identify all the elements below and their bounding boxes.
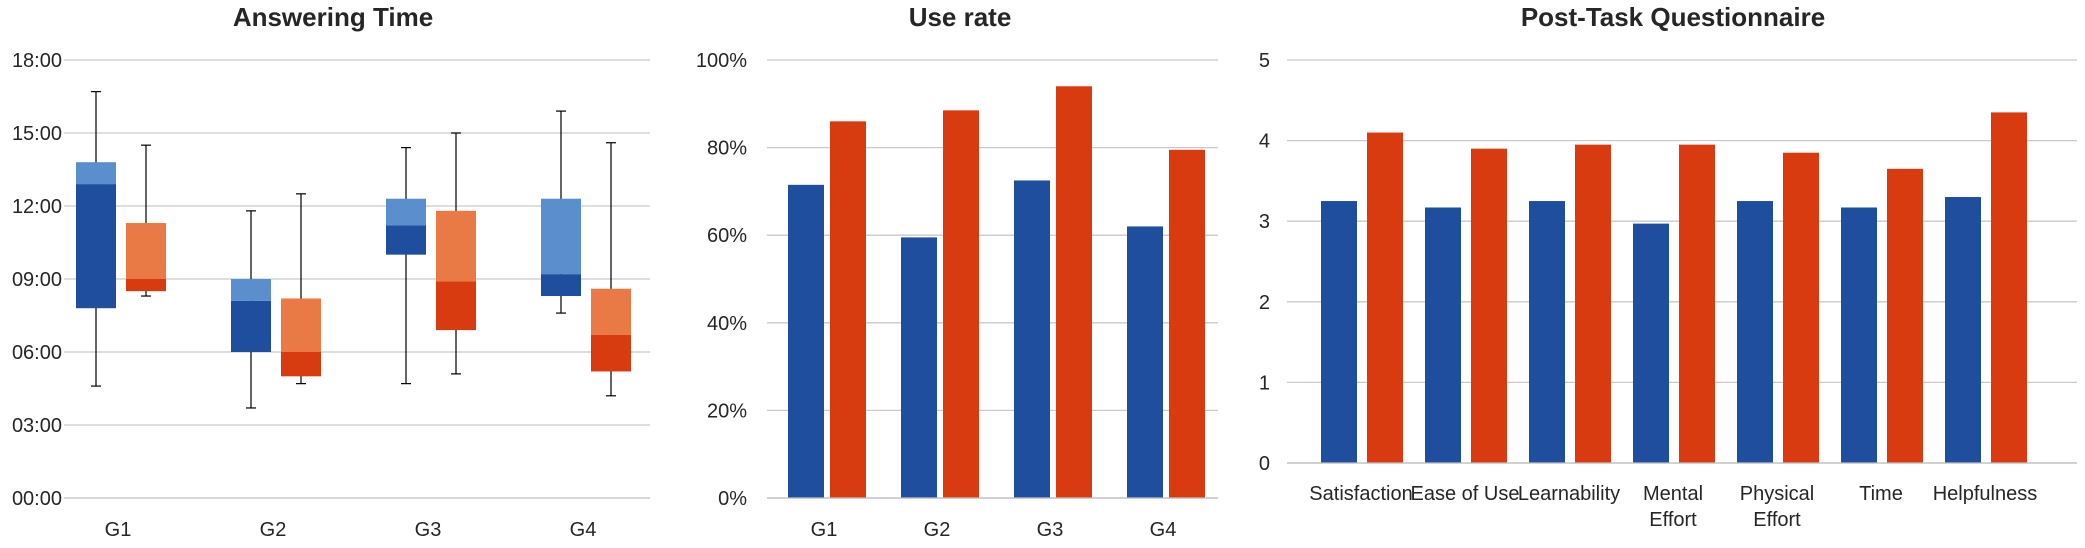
box-lower: [76, 184, 116, 309]
box-lower: [541, 274, 581, 297]
y-tick-label: 3: [1259, 211, 1270, 233]
bar: [1169, 149, 1205, 499]
y-tick-label: 15:00: [12, 123, 62, 145]
x-tick-label: G3: [1037, 519, 1064, 541]
y-tick-label: 1: [1259, 372, 1270, 394]
y-tick-label: 0: [1259, 453, 1270, 475]
x-tick-label: Time: [1859, 483, 1903, 505]
bar: [1633, 223, 1669, 463]
x-tick-label: G1: [105, 519, 132, 541]
y-tick-label: 09:00: [12, 269, 62, 291]
box-lower: [386, 225, 426, 255]
box-lower: [436, 281, 476, 331]
box-upper: [541, 198, 581, 275]
box-upper: [386, 198, 426, 226]
x-tick-label: Mental Effort: [1643, 483, 1703, 531]
box-lower: [281, 352, 321, 377]
x-tick-label: Physical Effort: [1740, 483, 1814, 531]
bar: [1471, 148, 1507, 463]
box-lower: [591, 334, 631, 372]
box-upper: [126, 223, 166, 279]
box-upper: [281, 298, 321, 352]
bar: [1529, 201, 1565, 464]
x-tick-label: G2: [924, 519, 951, 541]
box-upper: [231, 279, 271, 301]
y-tick-label: 18:00: [12, 50, 62, 72]
x-tick-label: Satisfaction: [1309, 483, 1412, 505]
bar: [1679, 144, 1715, 463]
x-tick-label: Learnability: [1518, 483, 1620, 505]
box-lower: [231, 300, 271, 352]
x-tick-label: G2: [260, 519, 287, 541]
bar: [830, 121, 866, 498]
bar: [1841, 207, 1877, 463]
box-upper: [436, 210, 476, 282]
y-tick-label: 4: [1259, 131, 1270, 153]
x-tick-label: Helpfulness: [1933, 483, 2038, 505]
y-tick-label: 40%: [707, 313, 747, 335]
y-tick-label: 60%: [707, 225, 747, 247]
y-tick-label: 20%: [707, 400, 747, 422]
y-tick-label: 2: [1259, 292, 1270, 314]
y-tick-label: 06:00: [12, 342, 62, 364]
y-tick-label: 100%: [696, 50, 747, 72]
box-upper: [591, 288, 631, 335]
bar: [1575, 144, 1611, 463]
bar: [1737, 201, 1773, 464]
x-tick-label: G4: [570, 519, 597, 541]
box-upper: [76, 162, 116, 185]
chart-title: Post-Task Questionnaire: [1521, 2, 1825, 32]
bar: [788, 184, 824, 498]
bar: [1945, 197, 1981, 463]
bar: [1783, 152, 1819, 463]
y-tick-label: 12:00: [12, 196, 62, 218]
y-tick-label: 5: [1259, 50, 1270, 72]
x-tick-label: G3: [415, 519, 442, 541]
bar: [901, 237, 937, 498]
bar: [1887, 168, 1923, 463]
chart-title: Answering Time: [233, 2, 433, 32]
x-tick-label: G4: [1150, 519, 1177, 541]
x-tick-label: Ease of Use: [1411, 483, 1520, 505]
y-tick-label: 0%: [718, 488, 747, 510]
bar: [1014, 180, 1050, 498]
chart-title: Use rate: [909, 2, 1012, 32]
bar: [1056, 86, 1092, 498]
bar: [1127, 226, 1163, 498]
bar: [1367, 132, 1403, 464]
bar: [1425, 207, 1461, 463]
y-tick-label: 03:00: [12, 415, 62, 437]
bar: [1321, 201, 1357, 464]
box-lower: [126, 279, 166, 292]
x-tick-label: G1: [811, 519, 838, 541]
y-tick-label: 00:00: [12, 488, 62, 510]
bar: [1991, 112, 2027, 463]
y-tick-label: 80%: [707, 138, 747, 160]
bar: [943, 110, 979, 499]
